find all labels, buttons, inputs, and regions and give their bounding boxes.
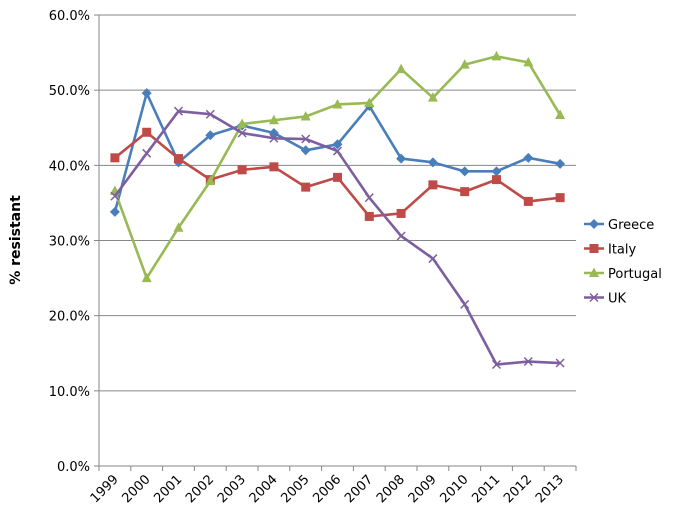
y-tick-label: 50.0% [49, 84, 90, 99]
y-tick-label: 40.0% [49, 159, 90, 174]
axes [98, 15, 576, 467]
series-line-portugal [113, 55, 562, 280]
data-point-uk [364, 193, 374, 203]
data-point-greece [555, 158, 566, 169]
legend-item-uk: UK [584, 292, 627, 307]
legend-marker-greece [589, 219, 599, 229]
data-point-portugal [427, 92, 438, 102]
data-point-italy [237, 165, 247, 175]
data-point-portugal [523, 56, 534, 67]
data-point-portugal [141, 272, 152, 283]
x-tick-label: 1999 [88, 472, 122, 506]
data-point-uk [110, 191, 120, 201]
legend-marker-italy [589, 244, 599, 253]
data-point-greece [141, 88, 152, 99]
data-point-greece [427, 157, 438, 168]
x-tick-label: 2011 [469, 472, 503, 506]
data-point-uk [205, 109, 215, 119]
data-point-greece [523, 152, 534, 163]
data-point-portugal [491, 50, 502, 61]
data-point-greece [109, 206, 120, 217]
data-point-portugal [205, 175, 216, 186]
data-point-uk [142, 148, 152, 158]
x-tick-label: 2009 [406, 472, 440, 506]
data-point-greece [396, 153, 407, 164]
data-point-italy [174, 154, 183, 164]
x-tick-label: 2001 [151, 472, 185, 506]
legend-label-portugal: Portugal [608, 267, 662, 282]
data-point-uk [491, 359, 502, 370]
data-point-italy [396, 208, 406, 218]
data-point-italy [333, 172, 342, 182]
data-point-italy [428, 180, 438, 190]
y-tick-label: 0.0% [57, 460, 90, 475]
data-point-uk [396, 231, 406, 241]
data-point-uk [269, 133, 279, 143]
x-tick-label: 2000 [120, 472, 154, 506]
x-tick-label: 2007 [342, 472, 376, 506]
y-tick-label: 10.0% [49, 385, 90, 400]
data-point-greece [332, 139, 343, 150]
data-point-portugal [396, 63, 407, 74]
y-tick-label: 60.0% [49, 9, 90, 24]
data-point-greece [300, 145, 311, 156]
x-tick-label: 2005 [279, 472, 313, 506]
data-point-portugal [332, 98, 343, 109]
x-tick-label: 2012 [501, 472, 535, 506]
data-point-italy [492, 175, 501, 185]
y-axis-title: % resistant [8, 195, 24, 285]
data-point-italy [269, 162, 279, 172]
x-tick-label: 2002 [183, 472, 217, 506]
data-point-uk [173, 106, 184, 116]
legend-label-italy: Italy [608, 243, 637, 258]
y-tick-label: 30.0% [49, 235, 90, 250]
data-point-portugal [268, 114, 279, 125]
data-point-uk [460, 299, 470, 309]
data-point-italy [523, 196, 533, 206]
data-point-uk [555, 358, 565, 368]
data-point-uk [523, 356, 533, 367]
legend-label-greece: Greece [608, 218, 654, 233]
data-point-italy [110, 153, 120, 163]
data-point-portugal [364, 97, 375, 107]
data-point-greece [459, 166, 470, 177]
data-point-portugal [173, 222, 184, 232]
data-point-italy [364, 211, 374, 221]
legend-item-portugal: Portugal [584, 267, 662, 282]
x-tick-label: 2006 [310, 472, 344, 506]
y-tick-label: 20.0% [49, 310, 90, 325]
data-point-italy [555, 193, 565, 203]
x-tick-label: 2003 [215, 472, 249, 506]
legend-item-greece: Greece [584, 218, 654, 233]
gridlines [94, 14, 577, 471]
data-point-italy [460, 187, 470, 197]
data-point-portugal [459, 59, 470, 69]
data-point-portugal [300, 110, 311, 121]
data-point-uk [428, 254, 438, 264]
series-lines [109, 50, 566, 370]
data-point-italy [142, 127, 152, 137]
legend-item-italy: Italy [584, 243, 637, 258]
legend-label-uk: UK [608, 292, 627, 307]
data-point-uk [332, 146, 343, 156]
legend-marker-uk [589, 292, 599, 303]
x-tick-label: 2013 [533, 472, 567, 506]
legend-marker-portugal [589, 267, 599, 277]
x-tick-label: 2008 [374, 472, 408, 506]
data-point-portugal [555, 109, 566, 119]
data-point-uk [301, 134, 311, 144]
data-point-greece [205, 130, 216, 141]
x-tick-label: 2004 [247, 472, 281, 506]
legend: Greece Italy Portugal UK [584, 218, 662, 307]
data-point-uk [237, 128, 247, 138]
y-tick-labels: 0.0% 10.0% 20.0% 30.0% 40.0% 50.0% 60.0% [49, 9, 90, 475]
data-point-italy [301, 182, 311, 192]
x-tick-label: 2010 [438, 472, 472, 506]
x-tick-labels: 1999200020012002200320042005200620072008… [88, 472, 567, 506]
data-point-greece [491, 166, 502, 177]
data-point-portugal [237, 118, 248, 128]
